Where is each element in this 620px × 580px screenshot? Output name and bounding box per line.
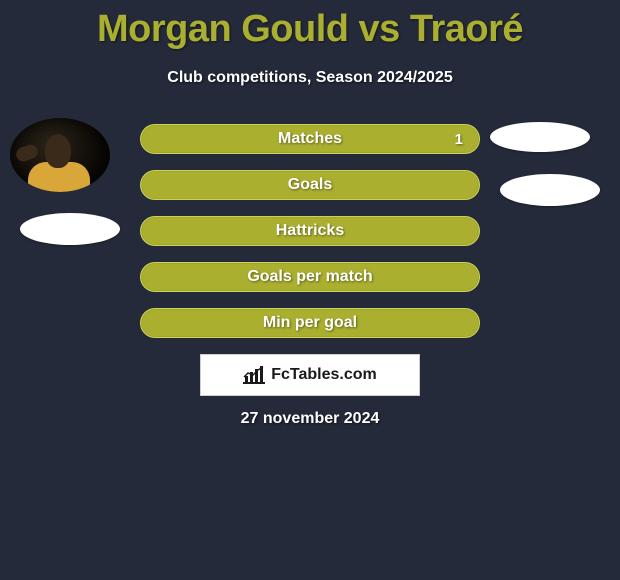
brand-badge[interactable]: FcTables.com [200,354,420,396]
stat-label: Matches [278,130,342,148]
stat-chip-right-2 [500,174,600,206]
player-avatar-left [10,118,110,192]
page-title: Morgan Gould vs Traoré [0,0,620,51]
stat-value-right: 1 [455,131,463,148]
brand-text: FcTables.com [271,366,377,384]
stat-bar-mpg: Min per goal [140,308,480,338]
avatar-arm [14,143,39,164]
stat-bar-gpm: Goals per match [140,262,480,292]
avatar-face [45,134,71,168]
stat-label: Goals per match [247,268,372,286]
date-text: 27 november 2024 [0,410,620,428]
stat-label: Hattricks [276,222,344,240]
bar-chart-icon [243,366,265,384]
subtitle: Club competitions, Season 2024/2025 [0,69,620,87]
stat-bar-goals: Goals [140,170,480,200]
stat-bar-matches: Matches 1 [140,124,480,154]
stat-bars: Matches 1 Goals Hattricks Goals per matc… [140,124,480,354]
stat-label: Min per goal [263,314,357,332]
stat-bar-hattricks: Hattricks [140,216,480,246]
stat-label: Goals [288,176,332,194]
stat-chip-right-1 [490,122,590,152]
stat-chip-left [20,213,120,245]
